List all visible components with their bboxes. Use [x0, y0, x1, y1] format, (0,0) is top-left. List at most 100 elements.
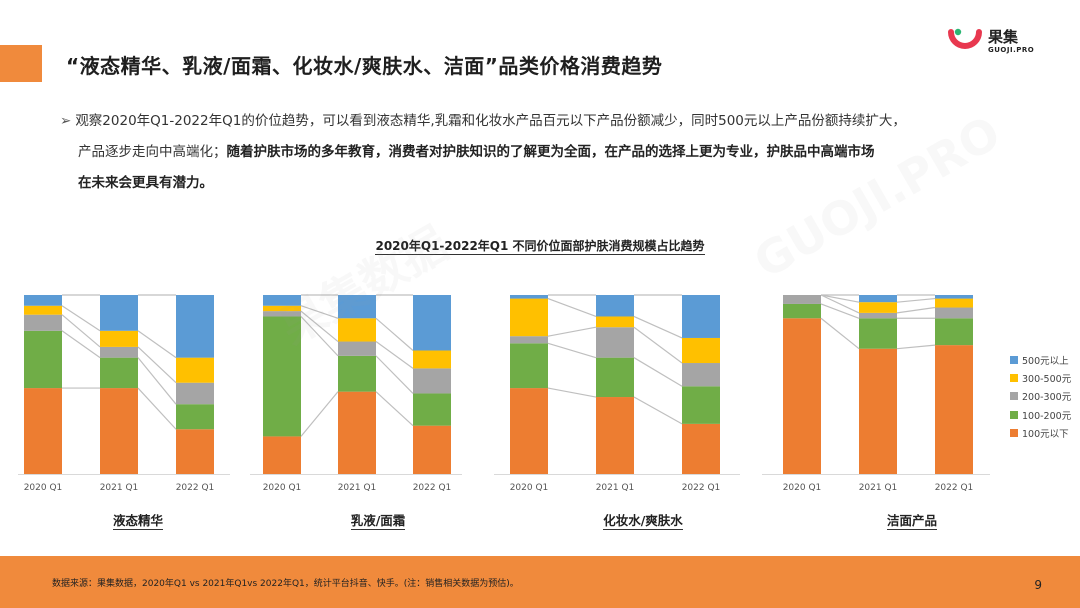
bar-segment: [176, 295, 214, 358]
panel-label-1: 乳液/面霜: [350, 513, 406, 530]
intro-text: ➢ 观察2020年Q1-2022年Q1的价位趋势，可以看到液态精华,乳霜和化妆水产…: [60, 106, 1040, 199]
bar-segment: [859, 318, 897, 349]
bar-segment: [24, 295, 62, 306]
bar-segment: [100, 295, 138, 331]
bar-segment: [783, 295, 821, 304]
bar-segment: [596, 327, 634, 358]
connector-line: [633, 396, 683, 425]
connector-line: [137, 387, 177, 430]
x-tick-label: 2020 Q1: [783, 483, 822, 493]
bar-segment: [24, 330, 62, 389]
connector-line: [547, 342, 597, 359]
connector-line: [375, 355, 414, 394]
connector-line: [820, 294, 860, 303]
bar-segment: [263, 311, 301, 317]
legend-label: 200-300元: [1022, 392, 1072, 404]
bar-segment: [176, 382, 214, 405]
page-number: 9: [1034, 578, 1042, 592]
bar-segment: [682, 363, 720, 387]
connector-line: [547, 387, 597, 398]
intro-line-2: 产品逐步走向中高端化；随着护肤市场的多年教育，消费者对护肤知识的了解更为全面，在…: [60, 137, 1040, 168]
connector-line: [61, 305, 101, 332]
x-tick-label: 2021 Q1: [596, 483, 635, 493]
legend-swatch: [1010, 392, 1018, 401]
bar-segment: [859, 348, 897, 474]
connector-line: [896, 344, 936, 350]
panel-label-2: 化妆水/爽肤水: [603, 513, 683, 530]
data-source-note: 数据来源：果集数据，2020年Q1 vs 2021年Q1vs 2022年Q1，统…: [52, 579, 519, 589]
x-tick-label: 2022 Q1: [935, 483, 974, 493]
x-tick-label: 2021 Q1: [100, 483, 139, 493]
connector-line: [896, 297, 936, 303]
legend-label: 100元以下: [1022, 428, 1069, 440]
intro-line-3-bold: 在未来会更具有潜力。: [78, 175, 213, 191]
legend-item: 100元以下: [1010, 424, 1071, 442]
legend-swatch: [1010, 428, 1018, 437]
bar-segment: [338, 391, 376, 474]
bar-segment: [263, 316, 301, 437]
connector-line: [820, 303, 860, 319]
bar-segment: [682, 423, 720, 474]
bar-segment: [176, 357, 214, 383]
legend-label: 500元以上: [1022, 356, 1069, 368]
bar-segment: [24, 305, 62, 315]
intro-line-2-bold: 随着护肤市场的多年教育，消费者对护肤知识的了解更为全面，在产品的选择上更为专业，…: [226, 144, 875, 160]
connector-line: [633, 315, 683, 339]
bar-segment: [413, 425, 451, 474]
connector-line: [547, 326, 597, 337]
page-title: “液态精华、乳液/面霜、化妆水/爽肤水、洁面”品类价格消费趋势: [66, 54, 663, 78]
connector-line: [820, 294, 860, 314]
intro-line-3: 在未来会更具有潜力。: [60, 168, 1040, 199]
bar-segment: [682, 337, 720, 364]
bar-segment: [338, 341, 376, 356]
bar-segment: [176, 429, 214, 474]
bar-segment: [596, 316, 634, 328]
legend-swatch: [1010, 356, 1018, 365]
legend-swatch: [1010, 410, 1018, 419]
legend-item: 300-500元: [1010, 369, 1071, 387]
bar-segment: [859, 295, 897, 303]
title-accent-bar: [0, 45, 42, 82]
connector-line: [61, 314, 101, 348]
bar-segment: [935, 298, 973, 308]
intro-line-1: 观察2020年Q1-2022年Q1的价位趋势，可以看到液态精华,乳霜和化妆水产品…: [75, 113, 906, 129]
connector-line: [300, 391, 339, 437]
x-tick-label: 2021 Q1: [338, 483, 377, 493]
connector-line: [896, 306, 936, 314]
bar-segment: [176, 404, 214, 430]
bar-segment: [338, 295, 376, 319]
bar-segment: [510, 388, 548, 474]
bar-segment: [100, 330, 138, 347]
bar-segment: [682, 386, 720, 424]
chart-title: 2020年Q1-2022年Q1 不同价位面部护肤消费规模占比趋势: [0, 237, 1080, 255]
bar-segment: [510, 295, 548, 299]
bar-segment: [682, 295, 720, 338]
bar-segment: [596, 295, 634, 317]
bar-segment: [100, 357, 138, 389]
chart-title-text: 2020年Q1-2022年Q1 不同价位面部护肤消费规模占比趋势: [375, 239, 705, 255]
connector-line: [300, 305, 339, 319]
legend-item: 500元以上: [1010, 351, 1071, 369]
logo-name: 果集: [988, 28, 1019, 46]
bar-segment: [783, 318, 821, 474]
bar-segment: [338, 318, 376, 342]
connector-line: [375, 391, 414, 427]
connector-line: [300, 310, 339, 343]
connector-line: [300, 316, 339, 357]
connector-line: [633, 357, 683, 387]
legend-item: 200-300元: [1010, 387, 1071, 405]
x-tick-label: 2020 Q1: [510, 483, 549, 493]
bar-segment: [935, 345, 973, 474]
x-tick-label: 2021 Q1: [859, 483, 898, 493]
connector-line: [375, 341, 414, 369]
legend-swatch: [1010, 374, 1018, 383]
bar-segment: [510, 343, 548, 389]
legend-item: 100-200元: [1010, 406, 1071, 424]
connector-line: [820, 317, 860, 350]
connector-line: [137, 357, 177, 405]
logo-icon: [948, 28, 982, 49]
bar-segment: [263, 436, 301, 474]
intro-line-2-normal: 产品逐步走向中高端化；: [78, 144, 227, 160]
logo: 果集 GUOJI.PRO: [948, 22, 1058, 62]
bar-segment: [100, 346, 138, 358]
